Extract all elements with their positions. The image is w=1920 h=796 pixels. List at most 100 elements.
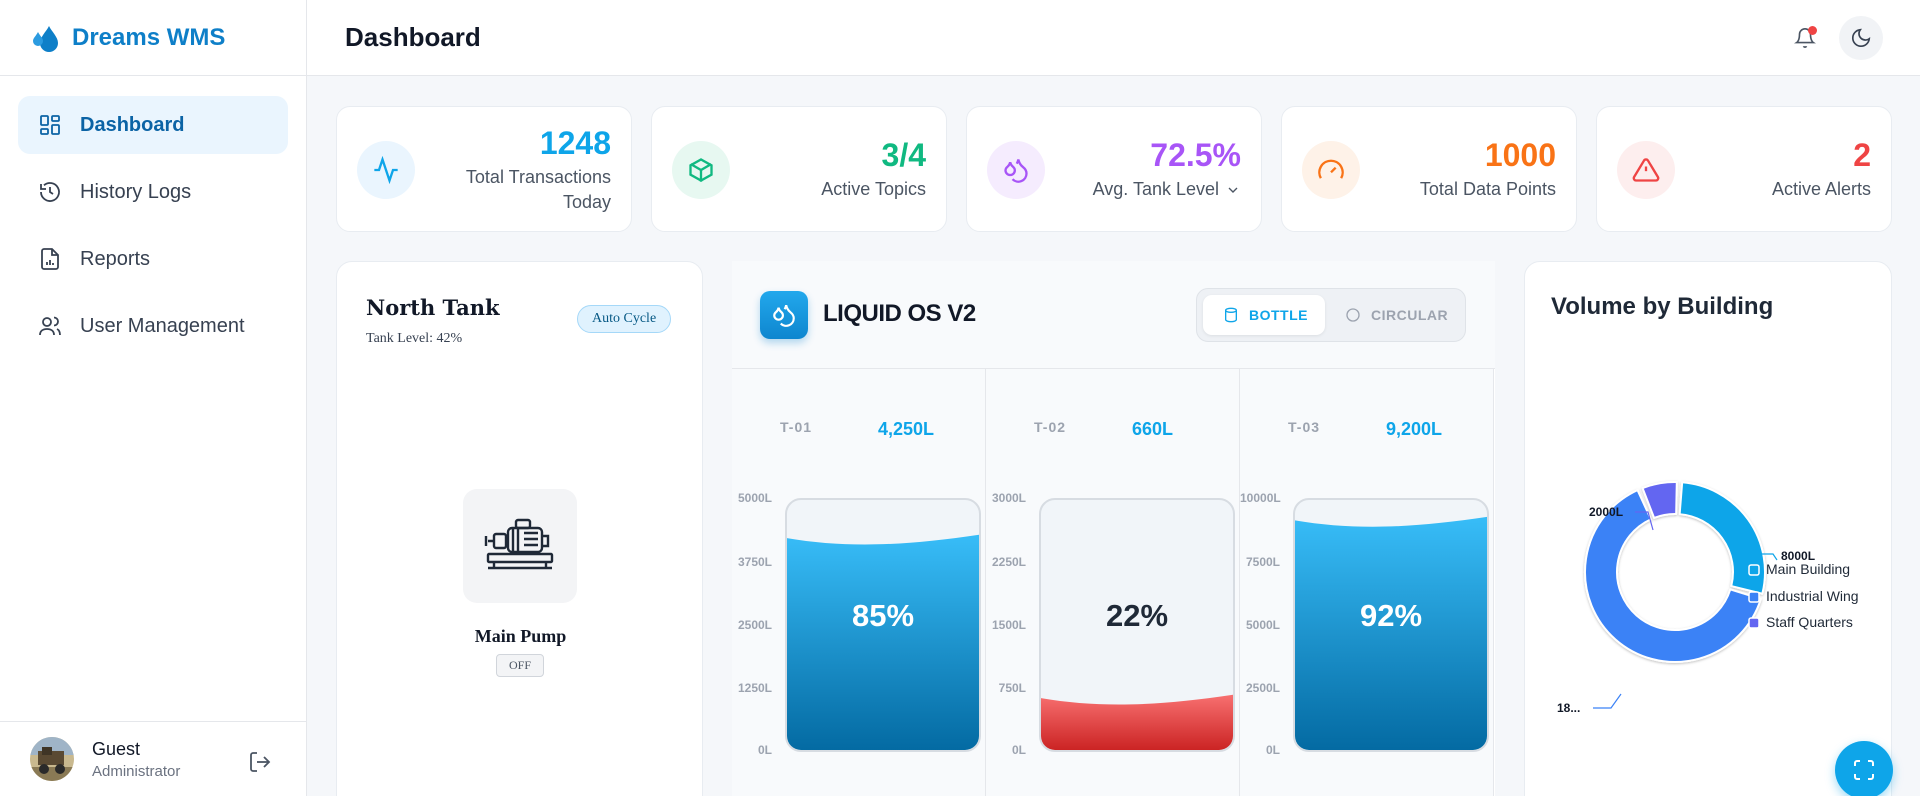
brand[interactable]: Dreams WMS (0, 0, 306, 76)
tank-bottle[interactable]: 22% (1039, 498, 1235, 752)
logout-icon[interactable] (248, 750, 272, 774)
notifications-button[interactable] (1783, 21, 1827, 55)
sidebar-nav: Dashboard History Logs Reports User Mana… (0, 76, 306, 384)
stat-card-total-data-points: 1000 Total Data Points (1281, 106, 1577, 232)
tank-bottle[interactable]: 92% (1293, 498, 1489, 752)
slice-label-staff: 2000L (1589, 505, 1623, 519)
alert-triangle-icon (1632, 158, 1660, 182)
fullscreen-button[interactable] (1835, 741, 1893, 796)
y-tick: 10000L (1240, 491, 1281, 505)
y-tick: 750L (998, 681, 1026, 695)
sidebar-item-dashboard[interactable]: Dashboard (18, 96, 288, 154)
circle-icon (1346, 308, 1360, 322)
stat-icon-wrap (357, 141, 415, 199)
donut-chart: 2000L 8000L 18... Main Building Industri… (1557, 481, 1859, 715)
y-tick: 5000L (737, 491, 772, 505)
tank-bottle[interactable]: 85% (785, 498, 981, 752)
view-bottle-button[interactable]: BOTTLE (1203, 295, 1325, 335)
stat-icon-wrap (1617, 141, 1675, 199)
volume-by-building-card: Volume by Building 2000L 8000L 18... Mai… (1524, 261, 1892, 796)
bell-icon (1794, 28, 1816, 48)
sidebar-item-user-management[interactable]: User Management (18, 297, 288, 355)
stat-value: 2 (1853, 137, 1871, 173)
legend-swatch-main (1748, 564, 1760, 576)
chart-legend: Main Building Industrial Wing Staff Quar… (1748, 561, 1859, 630)
legend-label-main: Main Building (1766, 561, 1850, 577)
tank-column-t01: T-01 4,250L 5000L 3750L 2500L 1250L 0L 8… (732, 369, 986, 796)
pump-tile[interactable] (463, 489, 577, 603)
notification-dot (1808, 26, 1817, 35)
brand-name: Dreams WMS (72, 23, 226, 51)
tank-id: T-01 (780, 419, 813, 435)
donut-slices (1584, 481, 1766, 663)
stat-label: Active Topics (821, 179, 926, 199)
tank-volume: 9,200L (1386, 419, 1443, 439)
user-role: Administrator (92, 762, 181, 780)
sidebar: Dreams WMS Dashboard History Logs Report… (0, 0, 307, 796)
slice-staff-quarters[interactable] (1641, 481, 1678, 519)
activity-icon (374, 156, 398, 184)
droplets-icon (1004, 159, 1028, 183)
user-info: Guest Administrator (92, 739, 180, 780)
legend-swatch-industrial (1748, 591, 1760, 603)
y-tick: 1500L (991, 618, 1026, 632)
liquid-os-header: LIQUID OS V2 BOTTLE CIRCULAR (732, 261, 1495, 369)
chevron-down-icon (1228, 187, 1238, 193)
liquid-os-logo (760, 291, 808, 339)
stat-label-line2: Today (562, 192, 611, 212)
tank-percent: 92% (1359, 598, 1423, 633)
view-circular-button[interactable]: CIRCULAR (1337, 295, 1461, 335)
slice-main-building[interactable] (1678, 481, 1766, 595)
stat-value: 1248 (539, 125, 611, 161)
y-tick: 0L (757, 743, 772, 757)
liquid-fill (787, 534, 979, 750)
stat-icon-wrap (672, 141, 730, 199)
avatar-image (30, 737, 74, 781)
tank-volume: 660L (1132, 419, 1174, 439)
legend-label-staff: Staff Quarters (1766, 614, 1853, 630)
auto-cycle-badge[interactable]: Auto Cycle (577, 305, 672, 333)
slice-industrial-wing[interactable] (1584, 489, 1762, 663)
tank-id: T-03 (1288, 419, 1321, 435)
liquid-fill (1041, 694, 1233, 750)
page-title: Dashboard (345, 22, 481, 52)
avatar[interactable] (30, 737, 74, 781)
y-tick: 5000L (1245, 618, 1280, 632)
sidebar-item-reports[interactable]: Reports (18, 230, 288, 288)
stat-card-avg-tank-level: 72.5% Avg. Tank Level (966, 106, 1262, 232)
sidebar-item-label: Dashboard (80, 113, 185, 136)
liquid-os-title: LIQUID OS V2 (823, 300, 976, 327)
stat-value: 3/4 (881, 137, 926, 173)
tank-column-t02: T-02 660L 3000L 2250L 1500L 750L 0L 22% (986, 369, 1240, 796)
stat-label-line1: Total Transactions (465, 167, 611, 187)
y-tick: 2250L (991, 555, 1026, 569)
legend-label-industrial: Industrial Wing (1766, 588, 1859, 604)
stat-value: 1000 (1484, 137, 1556, 173)
y-tick: 0L (1265, 743, 1280, 757)
stat-icon-wrap (1302, 141, 1360, 199)
stat-label: Avg. Tank Level (1092, 179, 1219, 199)
tank-title: North Tank (366, 295, 500, 320)
slice-label-main: 8000L (1781, 549, 1815, 563)
avg-tank-level-dropdown[interactable]: Avg. Tank Level (1093, 177, 1241, 202)
pump-state-badge[interactable]: OFF (496, 654, 544, 677)
user-name: Guest (92, 738, 141, 759)
expand-icon (1854, 760, 1874, 780)
user-profile: Guest Administrator (0, 721, 306, 796)
slice-label-industrial: 18... (1557, 701, 1580, 715)
tank-id: T-02 (1034, 419, 1067, 435)
stat-label: Total Transactions Today (466, 165, 611, 215)
liquid-os-card: LIQUID OS V2 BOTTLE CIRCULAR T-01 4,250L… (732, 261, 1495, 796)
stat-card-total-transactions: 1248 Total Transactions Today (336, 106, 632, 232)
y-tick: 2500L (1245, 681, 1280, 695)
water-drop-logo-icon (33, 25, 58, 52)
tank-level-text: Tank Level: 42% (366, 331, 463, 346)
theme-toggle-button[interactable] (1839, 16, 1883, 60)
sidebar-item-label: User Management (80, 314, 245, 337)
top-header: Dashboard (307, 0, 1920, 76)
pump-name: Main Pump (474, 626, 567, 646)
y-tick: 3000L (991, 491, 1026, 505)
stat-card-active-topics: 3/4 Active Topics (651, 106, 947, 232)
sidebar-item-history-logs[interactable]: History Logs (18, 163, 288, 221)
view-toggle: BOTTLE CIRCULAR (1196, 288, 1466, 342)
